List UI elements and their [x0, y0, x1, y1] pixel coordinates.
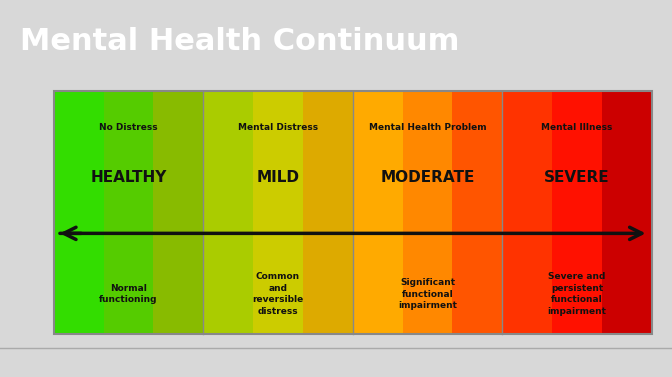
Text: Normal
functioning: Normal functioning — [99, 284, 158, 305]
Text: Mental Health Problem: Mental Health Problem — [369, 123, 487, 132]
Text: Significant
functional
impairment: Significant functional impairment — [398, 278, 457, 310]
Text: Mental Distress: Mental Distress — [238, 123, 318, 132]
Text: MILD: MILD — [257, 170, 300, 185]
Bar — [103, 91, 154, 334]
Bar — [503, 91, 553, 334]
Bar — [54, 91, 652, 334]
Text: No Distress: No Distress — [99, 123, 158, 132]
Bar — [602, 91, 653, 334]
Text: HEALTHY: HEALTHY — [90, 170, 167, 185]
Bar — [403, 91, 453, 334]
Text: Mental Health Continuum: Mental Health Continuum — [20, 27, 460, 56]
Text: Common
and
reversible
distress: Common and reversible distress — [253, 272, 304, 316]
Text: Mental Illness: Mental Illness — [542, 123, 613, 132]
Bar — [204, 91, 254, 334]
Bar — [552, 91, 603, 334]
Text: SEVERE: SEVERE — [544, 170, 610, 185]
Bar — [353, 91, 403, 334]
Bar — [452, 91, 503, 334]
Bar — [54, 91, 104, 334]
Bar — [303, 91, 353, 334]
Text: MODERATE: MODERATE — [380, 170, 474, 185]
Bar — [153, 91, 204, 334]
Text: Severe and
persistent
functional
impairment: Severe and persistent functional impairm… — [548, 272, 607, 316]
Bar — [253, 91, 304, 334]
